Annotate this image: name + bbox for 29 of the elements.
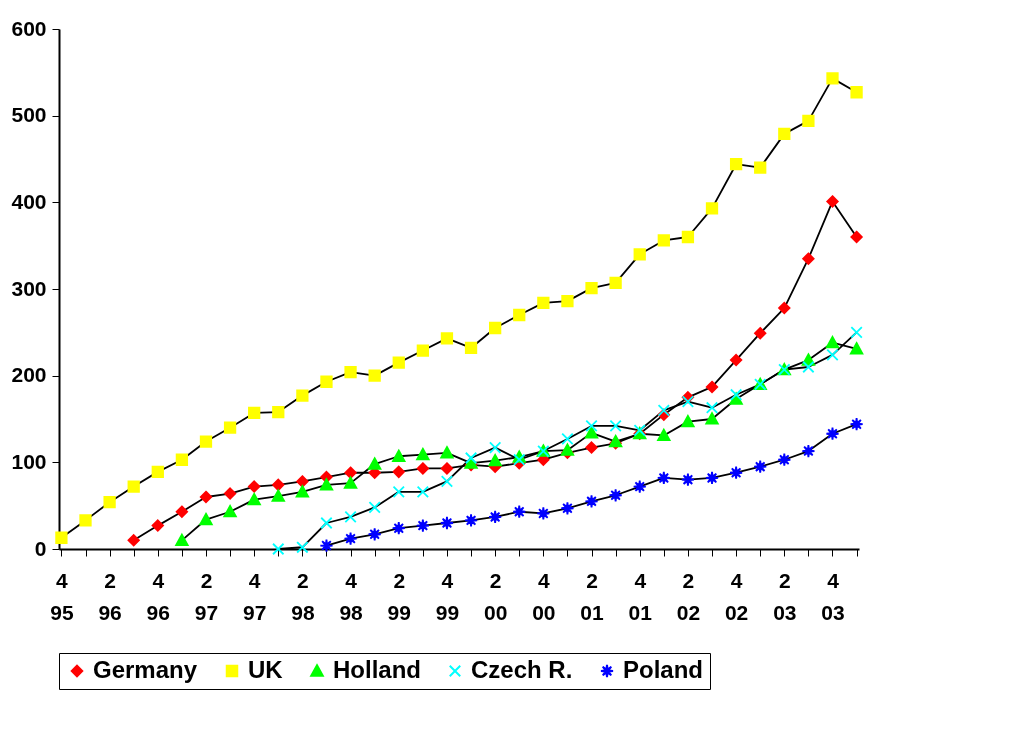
x-tick-label: 4 01 — [628, 568, 653, 624]
y-tick-label: 600 — [11, 16, 47, 40]
x-tick-label: 2 01 — [580, 568, 605, 624]
y-tick-label: 500 — [11, 103, 47, 127]
x-tick-label: 2 03 — [773, 568, 797, 624]
y-tick-label: 100 — [11, 449, 47, 473]
x-tick-label: 2 02 — [676, 568, 701, 624]
y-tick-label: 200 — [11, 363, 47, 387]
x-tick-label: 2 97 — [194, 568, 219, 624]
legend-label: Czech R. — [471, 656, 573, 683]
legend-label: Germany — [93, 656, 198, 683]
legend-label: Poland — [623, 656, 704, 683]
x-tick-label: 4 03 — [821, 568, 845, 624]
x-tick-label: 2 99 — [387, 568, 411, 624]
x-tick-label: 2 98 — [291, 568, 315, 624]
x-tick-label: 4 99 — [435, 568, 460, 624]
x-tick-label: 4 96 — [146, 568, 170, 624]
y-tick-label: 300 — [11, 276, 47, 300]
y-tick-label: 0 — [34, 536, 47, 560]
x-tick-label: 4 98 — [339, 568, 364, 624]
legend-label: Holland — [333, 656, 421, 683]
y-tick-label: 400 — [11, 189, 47, 213]
x-tick-label: 4 97 — [243, 568, 267, 624]
legend-label: UK — [248, 656, 284, 683]
x-tick-label: 2 96 — [98, 568, 122, 624]
x-tick-label: 2 00 — [483, 568, 508, 624]
x-tick-label: 4 02 — [724, 568, 749, 624]
x-tick-label: 4 95 — [50, 568, 74, 624]
x-tick-label: 4 00 — [532, 568, 556, 624]
